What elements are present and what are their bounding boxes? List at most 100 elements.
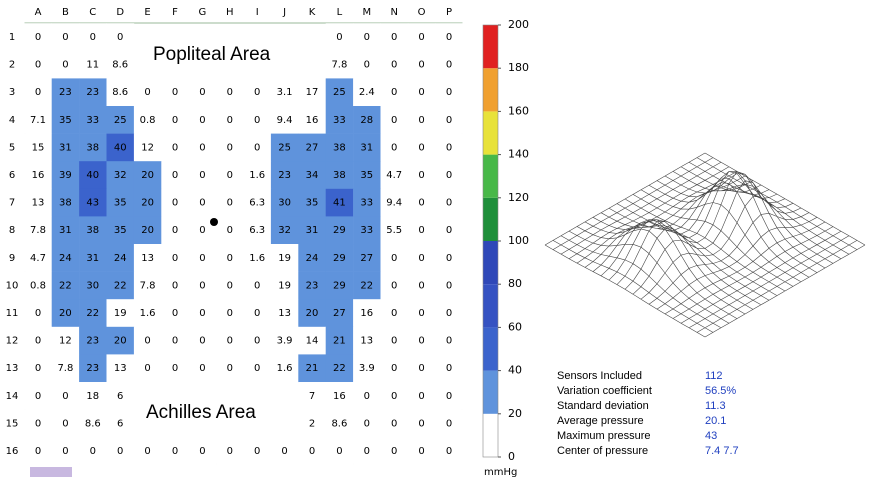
- cell: [216, 437, 244, 466]
- cell: [106, 354, 135, 383]
- column-label: N: [390, 7, 397, 18]
- cell-value: 0: [446, 418, 452, 429]
- cell: [51, 161, 80, 190]
- cell-value: 38: [333, 142, 346, 153]
- cell: [24, 133, 52, 162]
- cell: [51, 23, 80, 52]
- cell-value: 20: [141, 198, 154, 209]
- cell: [161, 216, 189, 245]
- tick-label: 80: [508, 277, 522, 290]
- cell: [353, 78, 381, 107]
- cell: [243, 133, 272, 162]
- cell: [325, 382, 354, 410]
- cell: [133, 161, 162, 190]
- cell-value: 6.3: [249, 225, 265, 236]
- pressure-grid: A B C D E F G H I J K L M N O P123456789101112131415160…: [6, 7, 463, 466]
- cell: [380, 437, 409, 466]
- cell-value: 0: [364, 60, 370, 71]
- cell-value: 0: [446, 363, 452, 374]
- cell-value: 0: [254, 115, 260, 126]
- cell-value: 0: [309, 446, 315, 457]
- cell-value: 0: [418, 87, 424, 98]
- cell-value: 0: [391, 446, 397, 457]
- cell-value: 0: [254, 308, 260, 319]
- cell: [243, 326, 272, 355]
- cell: [51, 382, 80, 410]
- color-band: [483, 413, 498, 457]
- cell: [24, 50, 52, 79]
- cell: [188, 354, 217, 383]
- cell-value: 0: [418, 115, 424, 126]
- color-bar: 0 20 40 60 80 100 120 140 160 180 200 mmHg: [482, 18, 529, 478]
- cell-value: 23: [86, 363, 99, 374]
- cell: [161, 78, 189, 107]
- tick-label: 180: [508, 61, 529, 74]
- cell: [106, 23, 135, 52]
- cell: [133, 106, 162, 134]
- cell: [24, 354, 52, 383]
- cell-value: 0: [391, 308, 397, 319]
- cell-value: 7.8: [57, 363, 73, 374]
- cell: [298, 437, 326, 466]
- cell: [133, 354, 162, 383]
- cell-value: 32: [114, 170, 127, 181]
- cell: [133, 133, 162, 162]
- cell: [106, 299, 135, 328]
- cell-value: 4.7: [30, 253, 46, 264]
- cell: [51, 133, 80, 162]
- cell: [106, 244, 135, 272]
- cell-value: 33: [360, 198, 373, 209]
- cell: [161, 354, 189, 383]
- cell-value: 21: [306, 363, 319, 374]
- cell: [380, 161, 409, 190]
- cell-value: 0: [446, 391, 452, 402]
- cell-value: 38: [333, 170, 346, 181]
- cell: [51, 50, 80, 79]
- cell-value: 0: [391, 418, 397, 429]
- stat-label: Standard deviation: [557, 400, 649, 412]
- cell: [243, 271, 272, 300]
- cell-value: 27: [360, 253, 373, 264]
- cell-value: 0: [336, 32, 342, 43]
- cell-value: 0: [35, 308, 41, 319]
- cell: [79, 133, 107, 162]
- stat-label: Sensors Included: [557, 370, 642, 382]
- cell: [270, 106, 299, 134]
- cell: [79, 78, 107, 107]
- cell: [270, 133, 299, 162]
- cell-value: 18: [86, 391, 99, 402]
- cell: [353, 23, 381, 52]
- cell-value: 0: [62, 418, 68, 429]
- cell: [380, 271, 409, 300]
- cell-value: 0: [446, 336, 452, 347]
- cell-value: 0.8: [140, 115, 156, 126]
- cell: [407, 106, 436, 134]
- cell-value: 0: [227, 198, 233, 209]
- cell-value: 3.1: [277, 87, 293, 98]
- cell-value: 0: [227, 336, 233, 347]
- cell-value: 41: [333, 198, 346, 209]
- cell-value: 8.6: [85, 418, 101, 429]
- cell-value: 35: [114, 198, 127, 209]
- color-band: [483, 154, 498, 198]
- cell: [325, 354, 354, 383]
- cell: [298, 133, 326, 162]
- cell-value: 0: [172, 87, 178, 98]
- cell: [298, 382, 326, 410]
- cell-value: 0: [446, 60, 452, 71]
- cell-value: 19: [114, 308, 127, 319]
- cell: [435, 106, 463, 134]
- cell: [325, 106, 354, 134]
- cell-value: 0: [391, 115, 397, 126]
- cell-value: 0: [418, 391, 424, 402]
- cell-value: 0: [227, 363, 233, 374]
- cell: [161, 106, 189, 134]
- tick-label: 200: [508, 18, 529, 31]
- cell-value: 20: [141, 225, 154, 236]
- cell: [51, 188, 80, 217]
- surface-mesh: [544, 152, 866, 338]
- cell-value: 22: [59, 280, 72, 291]
- cell-value: 27: [333, 308, 346, 319]
- cell: [353, 437, 381, 466]
